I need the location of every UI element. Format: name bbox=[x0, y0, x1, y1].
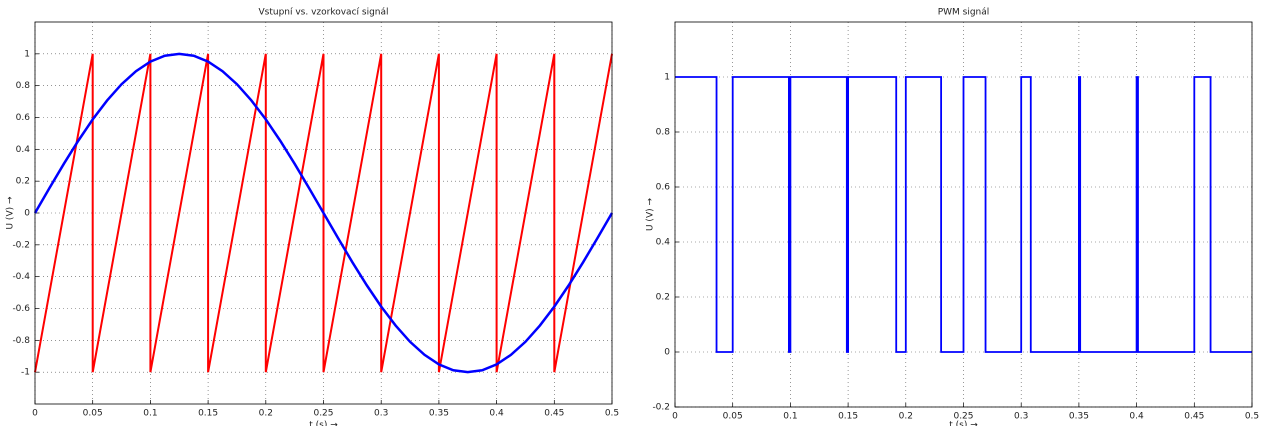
y-tick-label: -0.8 bbox=[12, 336, 30, 346]
x-tick-label: 0.5 bbox=[1245, 412, 1259, 422]
x-tick-label: 0.25 bbox=[953, 412, 973, 422]
x-tick-label: 0.4 bbox=[1129, 412, 1144, 422]
y-tick-label: -0.6 bbox=[12, 304, 30, 314]
x-tick-label: 0.15 bbox=[838, 412, 858, 422]
x-tick-label: 0.05 bbox=[83, 409, 103, 419]
x-tick-label: 0 bbox=[32, 409, 38, 419]
y-tick-label: 0.6 bbox=[16, 113, 31, 123]
x-tick-label: 0.4 bbox=[489, 409, 504, 419]
x-tick-label: 0.45 bbox=[1184, 412, 1204, 422]
y-tick-label: 0.8 bbox=[656, 128, 671, 138]
x-axis-label: t (s) → bbox=[309, 421, 338, 426]
x-axis-label: t (s) → bbox=[949, 421, 978, 426]
y-tick-label: 1 bbox=[24, 49, 30, 59]
x-tick-label: 0.3 bbox=[1014, 412, 1028, 422]
y-tick-label: 0.8 bbox=[16, 81, 31, 91]
y-axis-label: U (V) → bbox=[646, 198, 656, 231]
x-tick-label: 0.1 bbox=[783, 412, 797, 422]
y-tick-label: 0.2 bbox=[656, 293, 670, 303]
x-tick-label: 0.35 bbox=[1069, 412, 1089, 422]
y-tick-label: 0 bbox=[664, 348, 670, 358]
y-tick-label: 0.2 bbox=[16, 177, 30, 187]
y-tick-label: 0.6 bbox=[656, 183, 671, 193]
x-tick-label: 0.3 bbox=[374, 409, 388, 419]
y-tick-label: 0 bbox=[24, 209, 30, 219]
x-tick-label: 0.2 bbox=[899, 412, 913, 422]
series-line bbox=[33, 52, 614, 374]
x-tick-label: 0.35 bbox=[429, 409, 449, 419]
y-tick-label: -0.4 bbox=[12, 272, 30, 282]
y-axis-label: U (V) → bbox=[6, 196, 16, 229]
y-tick-label: 0.4 bbox=[656, 238, 671, 248]
x-tick-label: 0.1 bbox=[143, 409, 157, 419]
x-tick-label: 0.25 bbox=[313, 409, 333, 419]
chart-title: Vstupní vs. vzorkovací signál bbox=[258, 8, 388, 18]
y-tick-label: -1 bbox=[21, 368, 30, 378]
x-tick-label: 0.2 bbox=[259, 409, 273, 419]
axes-frame bbox=[674, 21, 1253, 408]
series-line bbox=[675, 76, 1252, 353]
y-tick-label: -0.2 bbox=[12, 240, 30, 250]
x-tick-label: 0.5 bbox=[605, 409, 619, 419]
axes-frame bbox=[34, 21, 613, 405]
x-tick-label: 0.45 bbox=[544, 409, 564, 419]
y-tick-label: 1 bbox=[664, 73, 670, 83]
x-tick-label: 0.15 bbox=[198, 409, 218, 419]
y-tick-label: -0.2 bbox=[652, 403, 670, 413]
chart-title: PWM signál bbox=[938, 8, 990, 18]
x-tick-label: 0.05 bbox=[723, 412, 743, 422]
x-tick-label: 0 bbox=[672, 412, 678, 422]
y-tick-label: 0.4 bbox=[16, 145, 31, 155]
